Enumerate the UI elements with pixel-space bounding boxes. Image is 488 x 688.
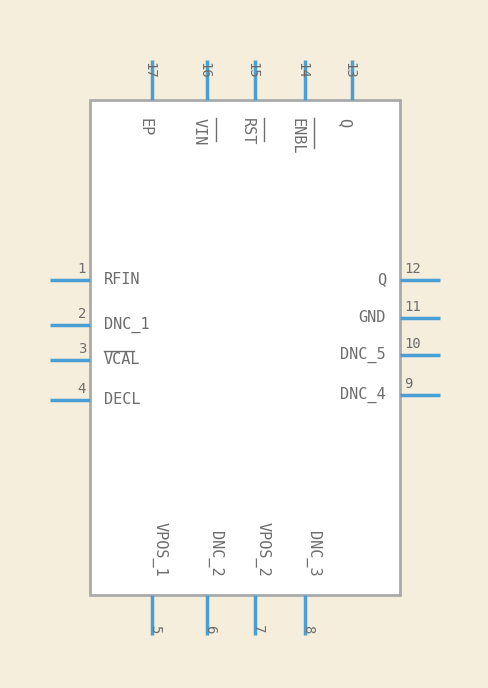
Text: 7: 7	[251, 625, 265, 633]
Text: DECL: DECL	[104, 392, 141, 407]
Text: DNC_2: DNC_2	[207, 531, 223, 577]
Text: 6: 6	[203, 625, 217, 633]
Bar	[90, 100, 400, 595]
Text: 5: 5	[148, 625, 162, 633]
Text: GND: GND	[359, 310, 386, 325]
Text: EP: EP	[137, 118, 152, 136]
Text: 12: 12	[404, 262, 421, 276]
Text: RFIN: RFIN	[104, 272, 141, 288]
Text: DNC_5: DNC_5	[340, 347, 386, 363]
Text: 14: 14	[295, 62, 309, 78]
Text: ENBL: ENBL	[290, 118, 305, 155]
Text: DNC_3: DNC_3	[305, 531, 321, 577]
Text: 4: 4	[78, 382, 86, 396]
Text: VPOS_2: VPOS_2	[255, 522, 271, 577]
Text: 9: 9	[404, 377, 412, 391]
Text: 3: 3	[78, 342, 86, 356]
Text: DNC_4: DNC_4	[340, 387, 386, 403]
Text: DNC_1: DNC_1	[104, 317, 150, 333]
Text: VIN: VIN	[192, 118, 207, 145]
Text: Q: Q	[377, 272, 386, 288]
Text: 10: 10	[404, 337, 421, 351]
Text: Q: Q	[337, 118, 352, 127]
Text: 1: 1	[78, 262, 86, 276]
Text: RST: RST	[240, 118, 255, 145]
Text: 13: 13	[342, 62, 356, 78]
Text: 17: 17	[142, 62, 156, 78]
Text: 2: 2	[78, 307, 86, 321]
Text: 11: 11	[404, 300, 421, 314]
Text: 15: 15	[245, 62, 259, 78]
Text: 8: 8	[301, 625, 315, 633]
Text: VCAL: VCAL	[104, 352, 141, 367]
Text: VPOS_1: VPOS_1	[152, 522, 168, 577]
Text: 16: 16	[197, 62, 211, 78]
